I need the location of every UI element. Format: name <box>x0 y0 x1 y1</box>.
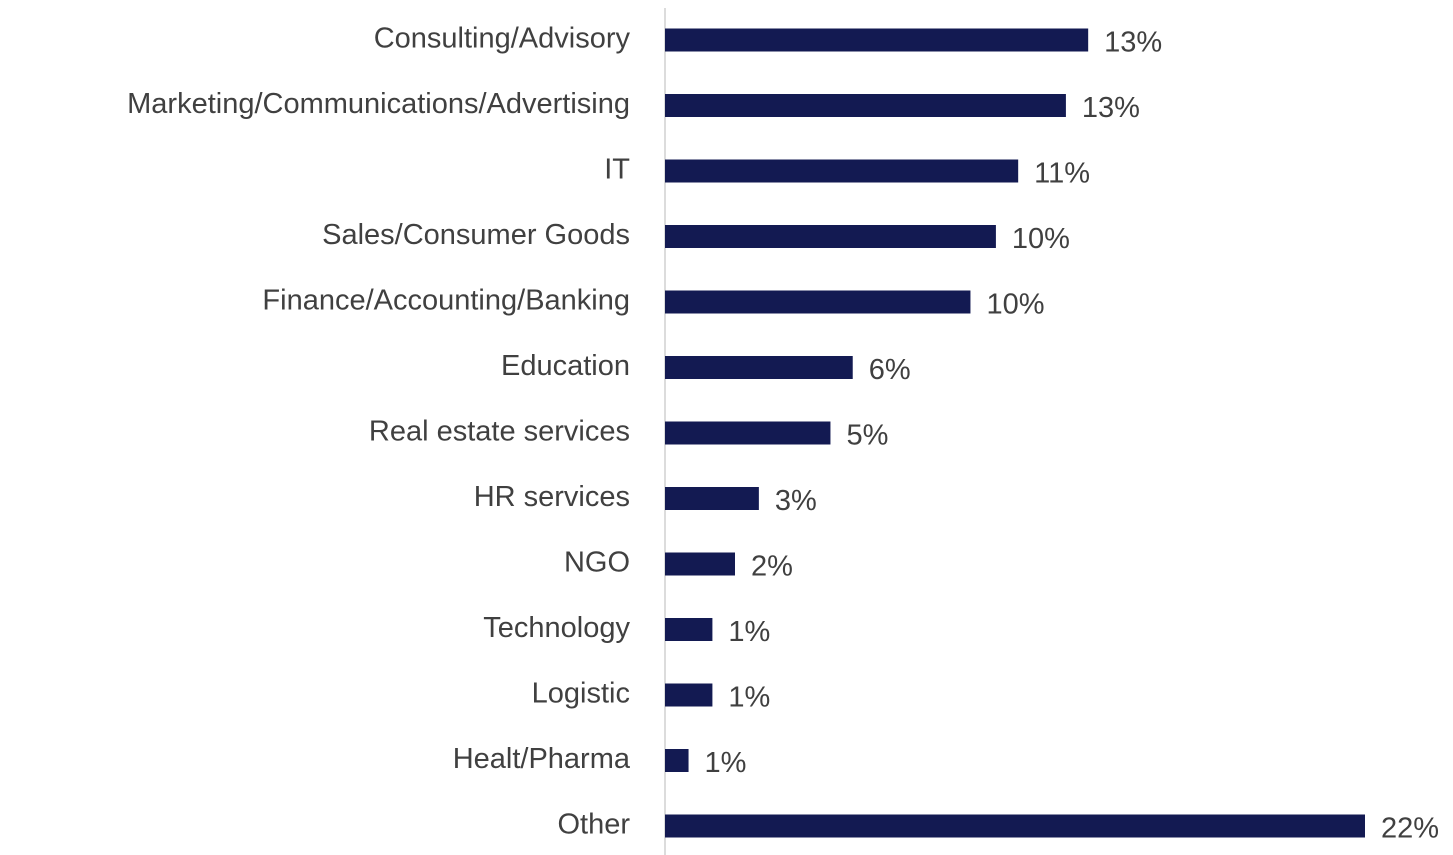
bar <box>665 814 1365 838</box>
category-label: Finance/Accounting/Banking <box>262 285 630 317</box>
bar <box>665 94 1066 117</box>
category-label: Healt/Pharma <box>453 743 631 775</box>
data-label: 1% <box>728 616 770 648</box>
bar <box>665 618 713 641</box>
data-label: 22% <box>1381 813 1439 845</box>
bar <box>665 487 759 510</box>
bar <box>665 290 971 314</box>
category-label: Technology <box>483 612 630 644</box>
category-label: Marketing/Communications/Advertising <box>127 88 630 120</box>
bar <box>665 421 831 445</box>
data-label: 11% <box>1034 158 1090 190</box>
category-label: Education <box>501 350 630 382</box>
data-label: 1% <box>705 747 747 779</box>
data-label: 13% <box>1104 27 1162 59</box>
data-label: 1% <box>728 682 770 714</box>
category-label: Sales/Consumer Goods <box>322 219 630 251</box>
data-label: 5% <box>846 420 888 452</box>
bar <box>665 683 713 707</box>
category-label: NGO <box>564 547 630 579</box>
bar <box>665 225 996 248</box>
category-label: HR services <box>474 481 630 513</box>
data-label: 2% <box>751 551 793 583</box>
data-label: 3% <box>775 485 817 517</box>
data-label: 6% <box>869 354 911 386</box>
bar <box>665 356 853 379</box>
bar <box>665 28 1089 52</box>
data-label: 10% <box>1012 223 1070 255</box>
data-label: 13% <box>1082 92 1140 124</box>
data-label: 10% <box>986 289 1044 321</box>
bar <box>665 749 689 772</box>
bar <box>665 159 1019 183</box>
bar <box>665 552 735 576</box>
category-label: IT <box>604 154 630 186</box>
category-label: Logistic <box>532 678 630 710</box>
category-label: Consulting/Advisory <box>374 23 631 55</box>
category-label: Real estate services <box>369 416 630 448</box>
category-label: Other <box>557 809 630 841</box>
